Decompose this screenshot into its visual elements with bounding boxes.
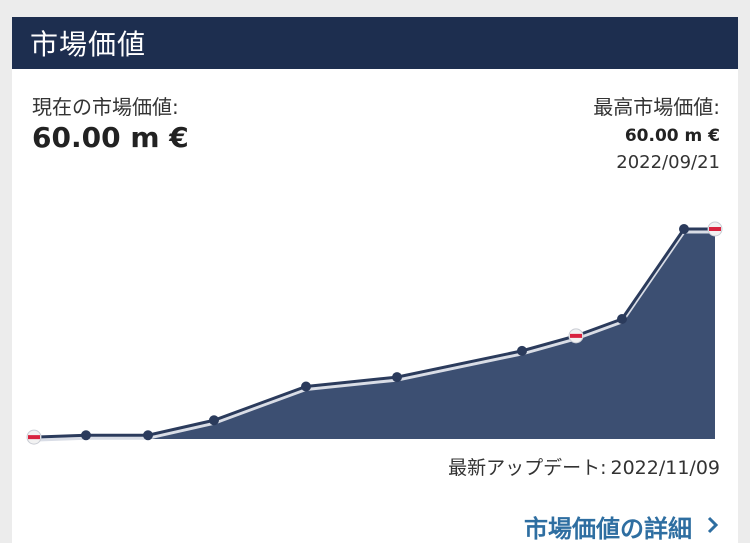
market-value-details-link[interactable]: 市場価値の詳細 xyxy=(524,509,720,543)
market-value-chart xyxy=(26,221,723,445)
chart-data-point[interactable] xyxy=(81,430,91,441)
last-update-label: 最新アップデート: xyxy=(448,457,607,479)
chart-data-point[interactable] xyxy=(617,314,627,324)
highest-value: 60.00 m € xyxy=(624,126,720,146)
last-update-date: 2022/11/09 xyxy=(610,457,720,479)
club-logo-marker[interactable] xyxy=(26,429,42,445)
chart-data-point[interactable] xyxy=(517,345,527,356)
last-update: 最新アップデート: 2022/11/09 xyxy=(448,453,720,480)
chart-data-point[interactable] xyxy=(301,381,311,392)
page-title: 市場価値 xyxy=(30,28,147,61)
chart-data-point[interactable] xyxy=(679,224,689,234)
chart-data-point[interactable] xyxy=(209,415,219,426)
current-value: 60.00 m € xyxy=(32,121,189,154)
market-value-card: 市場価値 現在の市場価値: 60.00 m € 最高市場価値: 60.00 m … xyxy=(12,17,738,543)
highest-value-date: 2022/09/21 xyxy=(616,152,720,173)
club-logo-marker[interactable] xyxy=(568,328,584,344)
chart-data-point[interactable] xyxy=(143,430,153,441)
chart-area xyxy=(34,233,715,442)
club-logo-marker[interactable] xyxy=(707,221,723,237)
chart-data-point[interactable] xyxy=(392,372,402,383)
highest-value-block: 最高市場価値: 60.00 m € 2022/09/21 xyxy=(593,91,720,173)
details-label: 市場価値の詳細 xyxy=(524,515,692,543)
chevron-right-icon xyxy=(706,513,720,541)
highest-value-label: 最高市場価値: xyxy=(593,95,720,119)
card-header: 市場価値 xyxy=(12,17,738,69)
current-value-label: 現在の市場価値: xyxy=(32,95,179,119)
